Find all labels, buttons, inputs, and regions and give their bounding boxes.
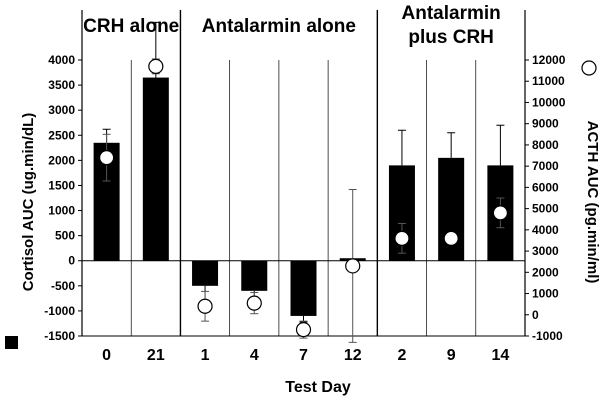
left-tick-label: 1000 [48, 204, 75, 218]
cortisol-bar [192, 260, 219, 286]
right-axis-title: ACTH AUC (pg.min/ml) [584, 121, 600, 284]
left-tick-label: 3500 [48, 78, 75, 92]
left-tick-label: 4000 [48, 53, 75, 67]
x-tick-label: 14 [491, 347, 509, 364]
acth-marker [99, 150, 115, 166]
right-tick-label: 0 [532, 308, 539, 322]
x-tick-label: 0 [102, 347, 111, 364]
acth-markers [99, 58, 508, 343]
left-tick-label: -500 [51, 279, 75, 293]
acth-marker [295, 322, 312, 338]
left-tick-label: 2000 [48, 153, 75, 167]
group-label: plus CRH [408, 27, 494, 48]
right-tick-label: 12000 [532, 53, 566, 67]
group-labels: CRH alone Antalarmin alone Antalarmin plus … [83, 3, 501, 48]
x-tick-label: 4 [250, 347, 259, 364]
acth-marker [246, 295, 262, 311]
right-tick-label: 7000 [532, 159, 559, 173]
x-tick-label: 7 [299, 347, 308, 364]
x-axis-title: Test Day [285, 379, 351, 396]
left-tick-label: 1500 [48, 178, 75, 192]
acth-marker [345, 258, 361, 274]
acth-marker [492, 205, 508, 221]
acth-marker [394, 230, 410, 246]
left-axis-title: Cortisol AUC (ug.min/dL) [20, 113, 37, 292]
acth-marker [443, 230, 459, 246]
left-tick-label: 3000 [48, 103, 75, 117]
x-tick-label: 21 [147, 347, 165, 364]
group-label: Antalarmin [402, 3, 501, 24]
right-tick-label: 9000 [532, 117, 559, 131]
cortisol-legend-square [5, 336, 18, 349]
left-tick-label: 0 [68, 254, 75, 268]
acth-marker [197, 298, 213, 314]
cortisol-bar [290, 260, 317, 316]
cortisol-bar [241, 260, 268, 291]
left-tick-label: 500 [55, 229, 75, 243]
right-tick-label: -1000 [532, 329, 563, 343]
left-y-axis: -1500 -1000 -500 0 500 1000 1500 2000 2500 3000 35… [44, 53, 82, 343]
right-tick-label: 1000 [532, 287, 559, 301]
group-label: Antalarmin alone [202, 16, 356, 37]
x-tick-label: 2 [397, 347, 406, 364]
right-tick-label: 8000 [532, 138, 559, 152]
x-axis-tick-labels: 0 21 1 4 7 12 2 9 14 [102, 347, 509, 364]
group-label: CRH alone [83, 16, 179, 37]
right-tick-label: 4000 [532, 223, 559, 237]
x-tick-label: 12 [344, 347, 362, 364]
left-tick-label: -1000 [44, 304, 75, 318]
right-tick-label: 11000 [532, 74, 565, 88]
cortisol-bar [142, 77, 169, 261]
right-tick-label: 3000 [532, 244, 559, 258]
left-tick-label: -1500 [44, 329, 75, 343]
right-tick-label: 2000 [532, 265, 559, 279]
acth-marker [148, 58, 164, 74]
acth-legend-circle [581, 60, 597, 76]
left-tick-label: 2500 [48, 128, 75, 142]
x-tick-label: 1 [201, 347, 210, 364]
right-tick-label: 6000 [532, 180, 559, 194]
right-tick-label: 10000 [532, 95, 566, 109]
x-tick-label: 9 [447, 347, 456, 364]
right-y-axis: -1000 0 1000 2000 3000 4000 5000 6000 7000 8000 90… [525, 53, 566, 343]
right-tick-label: 5000 [532, 202, 559, 216]
